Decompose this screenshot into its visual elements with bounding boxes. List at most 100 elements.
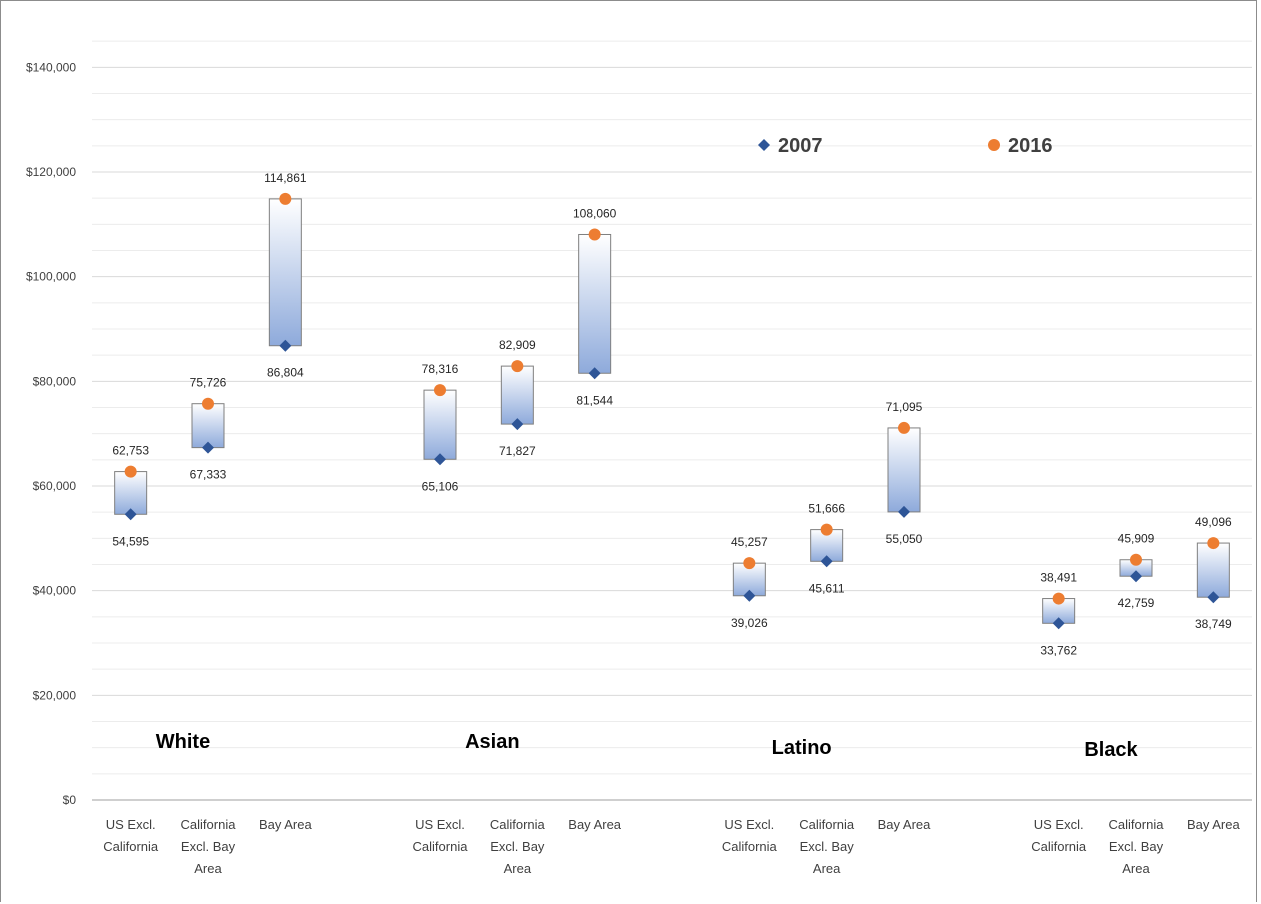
category-label: Bay Area	[1187, 817, 1241, 832]
category-label: Bay Area	[568, 817, 622, 832]
range-bar	[887, 427, 921, 513]
marker-2016	[434, 384, 446, 397]
group-labels: White Asian Latino Black	[156, 731, 1139, 761]
legend-marker-2016	[988, 139, 1000, 151]
marker-2016	[202, 397, 214, 410]
data-label-2007: 71,827	[499, 444, 536, 458]
category-label: California	[1109, 817, 1165, 832]
group-label: Asian	[465, 731, 519, 753]
data-label-2007: 55,050	[886, 532, 923, 546]
category-label: Excl. Bay	[1109, 839, 1164, 854]
data-label-2016: 62,753	[112, 444, 149, 458]
category-label: California	[103, 839, 159, 854]
y-tick-label: $60,000	[33, 479, 77, 493]
marker-2007	[820, 555, 833, 568]
marker-2007	[124, 508, 137, 521]
category-label: Area	[194, 861, 222, 876]
category-label: California	[181, 817, 237, 832]
range-bars	[114, 198, 1230, 624]
range-bar	[268, 198, 302, 347]
marker-2016	[743, 557, 756, 570]
marker-2007	[588, 367, 601, 380]
range-bar	[500, 365, 534, 425]
marker-2007	[1207, 591, 1220, 604]
range-bar	[114, 471, 148, 515]
marker-2007	[898, 505, 910, 518]
category-label: California	[722, 839, 778, 854]
legend-label: 2007	[778, 135, 823, 157]
group-label: White	[156, 731, 210, 753]
marker-2007	[434, 453, 446, 466]
category-label: Area	[1122, 861, 1150, 876]
marker-2016	[820, 523, 833, 536]
category-label: US Excl.	[1034, 817, 1084, 832]
category-label: Excl. Bay	[490, 839, 545, 854]
data-label-2016: 78,316	[422, 362, 459, 376]
category-label: Excl. Bay	[800, 839, 855, 854]
group-label: Latino	[772, 737, 832, 759]
marker-2016	[1052, 592, 1065, 605]
marker-2007	[279, 339, 292, 352]
marker-2016	[898, 421, 910, 434]
y-axis: $0 $20,000 $40,000 $60,000 $80,000 $100,000 $1…	[26, 60, 76, 807]
category-label: California	[490, 817, 546, 832]
data-label-2007: 38,749	[1195, 617, 1232, 631]
category-label: US Excl.	[415, 817, 465, 832]
y-tick-label: $120,000	[26, 165, 76, 179]
range-bar	[578, 233, 612, 374]
data-label-2016: 108,060	[573, 206, 617, 220]
category-label: Area	[504, 861, 532, 876]
data-label-2016: 82,909	[499, 338, 536, 352]
legend: 2007 2016	[758, 135, 1053, 157]
data-label-2016: 114,861	[264, 171, 307, 185]
data-label-2007: 54,595	[112, 534, 149, 548]
category-label: California	[413, 839, 469, 854]
data-label-2007: 39,026	[731, 616, 768, 630]
category-label: Bay Area	[259, 817, 313, 832]
legend-label: 2016	[1008, 135, 1053, 157]
marker-2007	[1052, 617, 1065, 630]
data-label-2016: 45,257	[731, 535, 768, 549]
y-tick-label: $0	[63, 793, 77, 807]
data-label-2007: 45,611	[809, 581, 845, 595]
category-label: California	[1031, 839, 1087, 854]
y-tick-label: $40,000	[33, 584, 77, 598]
category-label: Excl. Bay	[181, 839, 236, 854]
group-label: Black	[1084, 739, 1138, 761]
data-label-2016: 38,491	[1040, 571, 1077, 585]
gridlines	[92, 40, 1252, 801]
data-label-2007: 33,762	[1040, 643, 1077, 657]
category-label: Bay Area	[878, 817, 932, 832]
range-bar	[1196, 542, 1230, 598]
data-label-2007: 81,544	[576, 393, 613, 407]
legend-marker-2007	[758, 139, 770, 151]
data-label-2016: 49,096	[1195, 515, 1232, 529]
markers	[124, 192, 1220, 630]
y-tick-label: $140,000	[26, 60, 76, 74]
category-label: Area	[813, 861, 841, 876]
marker-2007	[202, 441, 214, 454]
y-tick-label: $100,000	[26, 270, 76, 284]
data-label-2016: 71,095	[886, 400, 923, 414]
category-label: US Excl.	[106, 817, 156, 832]
marker-2016	[279, 192, 292, 205]
marker-2007	[511, 418, 524, 431]
marker-2016	[124, 465, 137, 478]
data-label-2016: 51,666	[808, 502, 845, 516]
data-label-2016: 45,909	[1118, 532, 1155, 546]
data-label-2016: 75,726	[190, 376, 227, 390]
category-labels: US Excl. California California Excl. Bay Are…	[103, 817, 1240, 876]
data-label-2007: 65,106	[422, 479, 459, 493]
marker-2007	[743, 589, 756, 602]
category-label: California	[799, 817, 855, 832]
data-label-2007: 67,333	[190, 468, 227, 482]
y-tick-label: $20,000	[33, 688, 77, 702]
marker-2007	[1130, 570, 1142, 583]
marker-2016	[511, 360, 524, 373]
marker-2016	[1207, 537, 1220, 550]
data-label-2007: 86,804	[267, 366, 304, 380]
range-bar	[191, 403, 225, 449]
marker-2016	[1130, 553, 1142, 566]
marker-2016	[588, 228, 601, 241]
